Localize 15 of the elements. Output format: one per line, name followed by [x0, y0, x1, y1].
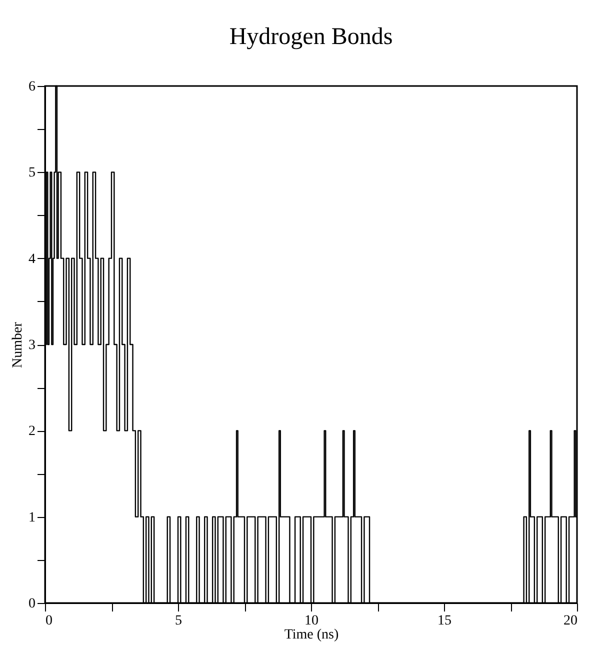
y-tick-label: 4: [28, 252, 36, 267]
chart-title: Hydrogen Bonds: [229, 24, 393, 50]
x-tick-label: 0: [46, 614, 52, 628]
y-tick-label: 3: [28, 338, 36, 353]
x-tick-label: 10: [304, 614, 318, 628]
y-tick-label: 0: [28, 596, 36, 612]
x-axis-title: Time (ns): [284, 628, 339, 642]
x-tick-label: 15: [438, 614, 452, 628]
y-tick-label: 2: [28, 424, 36, 440]
x-tick-label: 5: [175, 614, 182, 628]
y-axis-title: Number: [10, 322, 26, 368]
x-tick-label: 20: [564, 614, 578, 628]
y-tick-label: 1: [28, 510, 36, 526]
y-tick-label: 5: [28, 166, 36, 181]
y-tick-label: 6: [28, 80, 36, 94]
